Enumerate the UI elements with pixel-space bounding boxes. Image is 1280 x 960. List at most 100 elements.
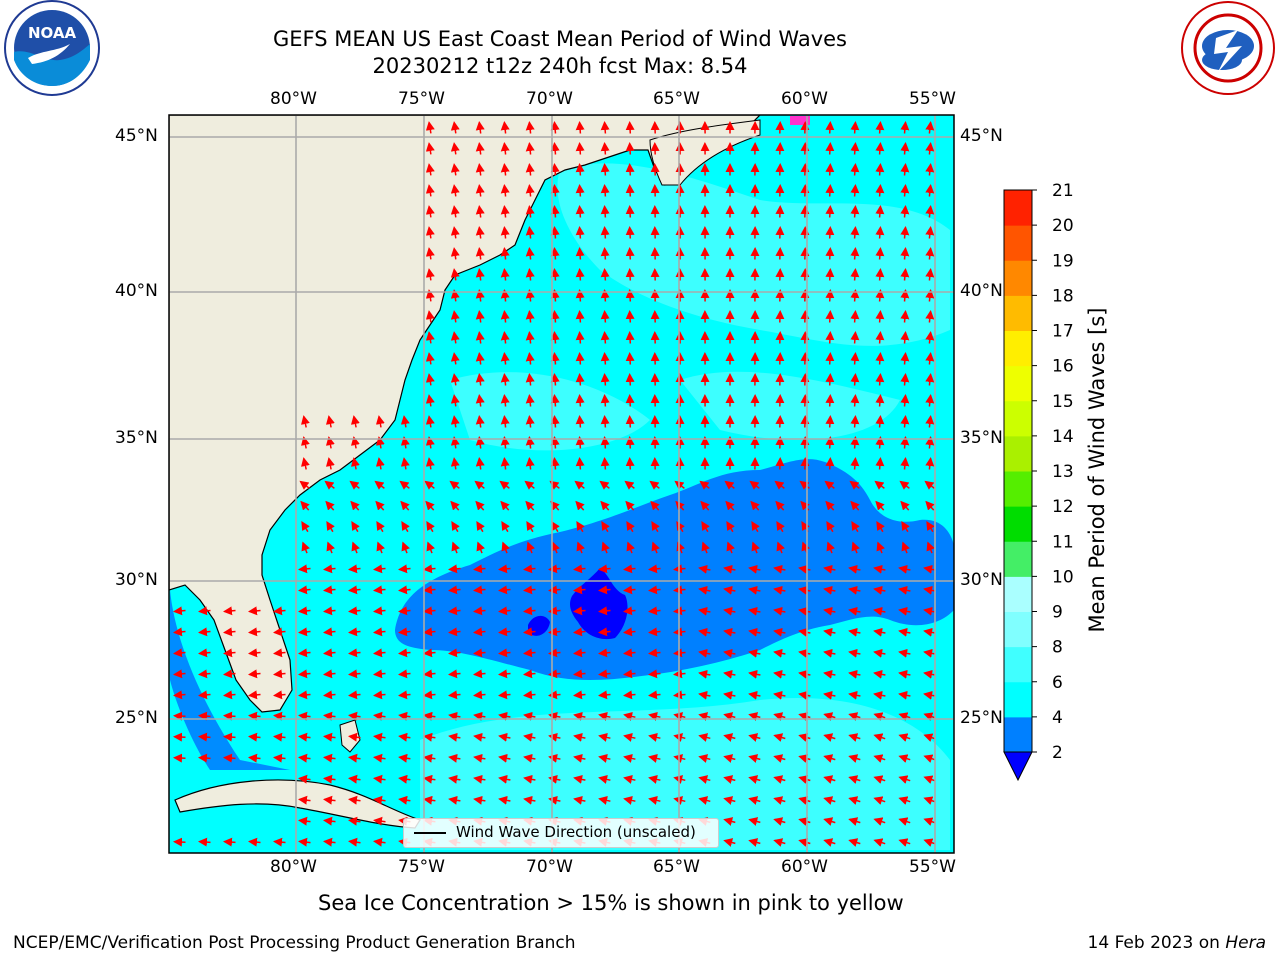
wind-wave-arrow	[923, 627, 936, 637]
wind-wave-arrow	[850, 394, 860, 407]
wind-wave-arrow	[398, 669, 411, 679]
wind-wave-arrow	[398, 795, 411, 805]
wind-wave-arrow	[401, 541, 410, 554]
colorbar-segment	[1004, 225, 1032, 261]
wind-wave-arrow	[450, 415, 460, 428]
wind-wave-arrow	[373, 669, 386, 679]
wind-wave-arrow	[350, 500, 360, 511]
wind-wave-arrow	[648, 606, 661, 616]
wind-wave-arrow	[473, 774, 486, 784]
wind-wave-arrow	[876, 521, 885, 533]
wind-wave-arrow	[273, 690, 286, 700]
wind-wave-arrow	[551, 521, 560, 533]
wind-wave-arrow	[348, 837, 361, 847]
wind-wave-arrow	[375, 457, 385, 470]
wind-wave-arrow	[525, 352, 535, 365]
wind-wave-arrow	[598, 585, 611, 595]
wind-wave-arrow	[823, 564, 836, 574]
wind-wave-arrow	[248, 606, 261, 616]
wind-wave-arrow	[900, 457, 910, 470]
wind-wave-arrow	[825, 352, 835, 365]
wind-wave-arrow	[623, 712, 636, 721]
wind-wave-arrow	[824, 480, 835, 490]
wind-wave-arrow	[823, 712, 836, 721]
colorbar-tick-label: 2	[1052, 743, 1063, 763]
wind-wave-arrow	[625, 247, 635, 260]
wind-wave-arrow	[926, 521, 935, 533]
wind-wave-arrow	[823, 838, 836, 847]
wind-wave-arrow	[823, 817, 836, 826]
wind-wave-arrow	[875, 352, 885, 365]
wind-wave-arrow	[875, 331, 885, 344]
wind-wave-arrow	[576, 541, 585, 554]
wind-wave-arrow	[748, 775, 761, 784]
wind-wave-arrow	[925, 226, 935, 239]
wind-wave-arrow	[425, 184, 435, 197]
wind-wave-arrow	[900, 352, 910, 365]
wind-wave-arrow	[600, 142, 610, 155]
wind-wave-arrow	[573, 753, 586, 763]
wind-wave-arrow	[875, 247, 885, 260]
wind-wave-arrow	[573, 627, 586, 637]
wind-wave-arrow	[925, 310, 935, 323]
wind-wave-arrow	[425, 226, 435, 239]
coastal-fringe	[170, 590, 290, 770]
wind-wave-arrow	[873, 775, 886, 784]
wind-wave-arrow	[726, 521, 735, 533]
wind-wave-arrow	[401, 521, 410, 533]
wind-wave-arrow	[373, 627, 386, 637]
wind-wave-arrow	[551, 541, 560, 554]
wind-wave-arrow	[424, 480, 435, 490]
colorbar-segment	[1004, 260, 1032, 296]
wind-wave-arrow	[525, 394, 535, 407]
colorbar-tick-label: 17	[1052, 322, 1074, 342]
wind-wave-arrow	[325, 457, 335, 470]
wind-wave-arrow	[873, 733, 886, 742]
wind-wave-arrow	[525, 457, 535, 470]
wind-wave-arrow	[825, 142, 835, 155]
legend-label: Wind Wave Direction (unscaled)	[456, 823, 696, 841]
wind-wave-arrow	[600, 205, 610, 218]
wind-wave-arrow	[548, 648, 561, 658]
wind-wave-arrow	[898, 669, 911, 679]
wind-wave-arrow	[423, 732, 436, 742]
wind-wave-arrow	[623, 775, 636, 784]
wind-wave-arrow	[648, 712, 661, 721]
wind-wave-arrow	[523, 690, 536, 700]
wind-wave-arrow	[550, 352, 560, 365]
wind-wave-arrow	[498, 732, 511, 742]
wind-wave-arrow	[425, 352, 435, 365]
wind-wave-arrow	[475, 500, 485, 511]
wind-wave-arrow	[600, 226, 610, 239]
wind-wave-arrow	[798, 669, 811, 679]
wind-wave-arrow	[873, 669, 886, 679]
wind-wave-arrow	[223, 606, 236, 616]
wind-wave-arrow	[450, 121, 460, 134]
wind-wave-arrow	[173, 732, 186, 742]
lon-tick-bottom: 55°W	[909, 857, 956, 877]
wind-wave-arrow	[723, 733, 736, 742]
map-frame	[168, 114, 955, 854]
lon-tick-bottom: 65°W	[653, 857, 700, 877]
wind-wave-arrow	[773, 733, 786, 742]
wind-wave-arrow	[850, 142, 860, 155]
wind-wave-arrow	[648, 796, 661, 805]
wind-wave-arrow	[924, 480, 935, 490]
wind-wave-arrow	[649, 480, 660, 490]
wind-wave-arrow	[874, 480, 885, 490]
wind-wave-arrow	[600, 163, 610, 176]
wind-wave-arrow	[625, 415, 635, 428]
wind-wave-arrow	[623, 564, 636, 574]
colorbar-segment	[1004, 330, 1032, 367]
wind-wave-arrow	[448, 795, 461, 805]
wind-wave-arrow	[550, 121, 560, 134]
wind-wave-arrow	[223, 627, 236, 637]
wind-wave-arrow	[623, 585, 636, 595]
wind-wave-arrow	[450, 331, 460, 344]
wind-wave-arrow	[600, 394, 610, 407]
wind-wave-arrow	[525, 121, 535, 134]
wind-wave-arrow	[625, 331, 635, 344]
wind-wave-arrow	[598, 712, 611, 721]
wind-wave-arrow	[698, 648, 711, 658]
colorbar-tick-label: 15	[1052, 392, 1074, 412]
